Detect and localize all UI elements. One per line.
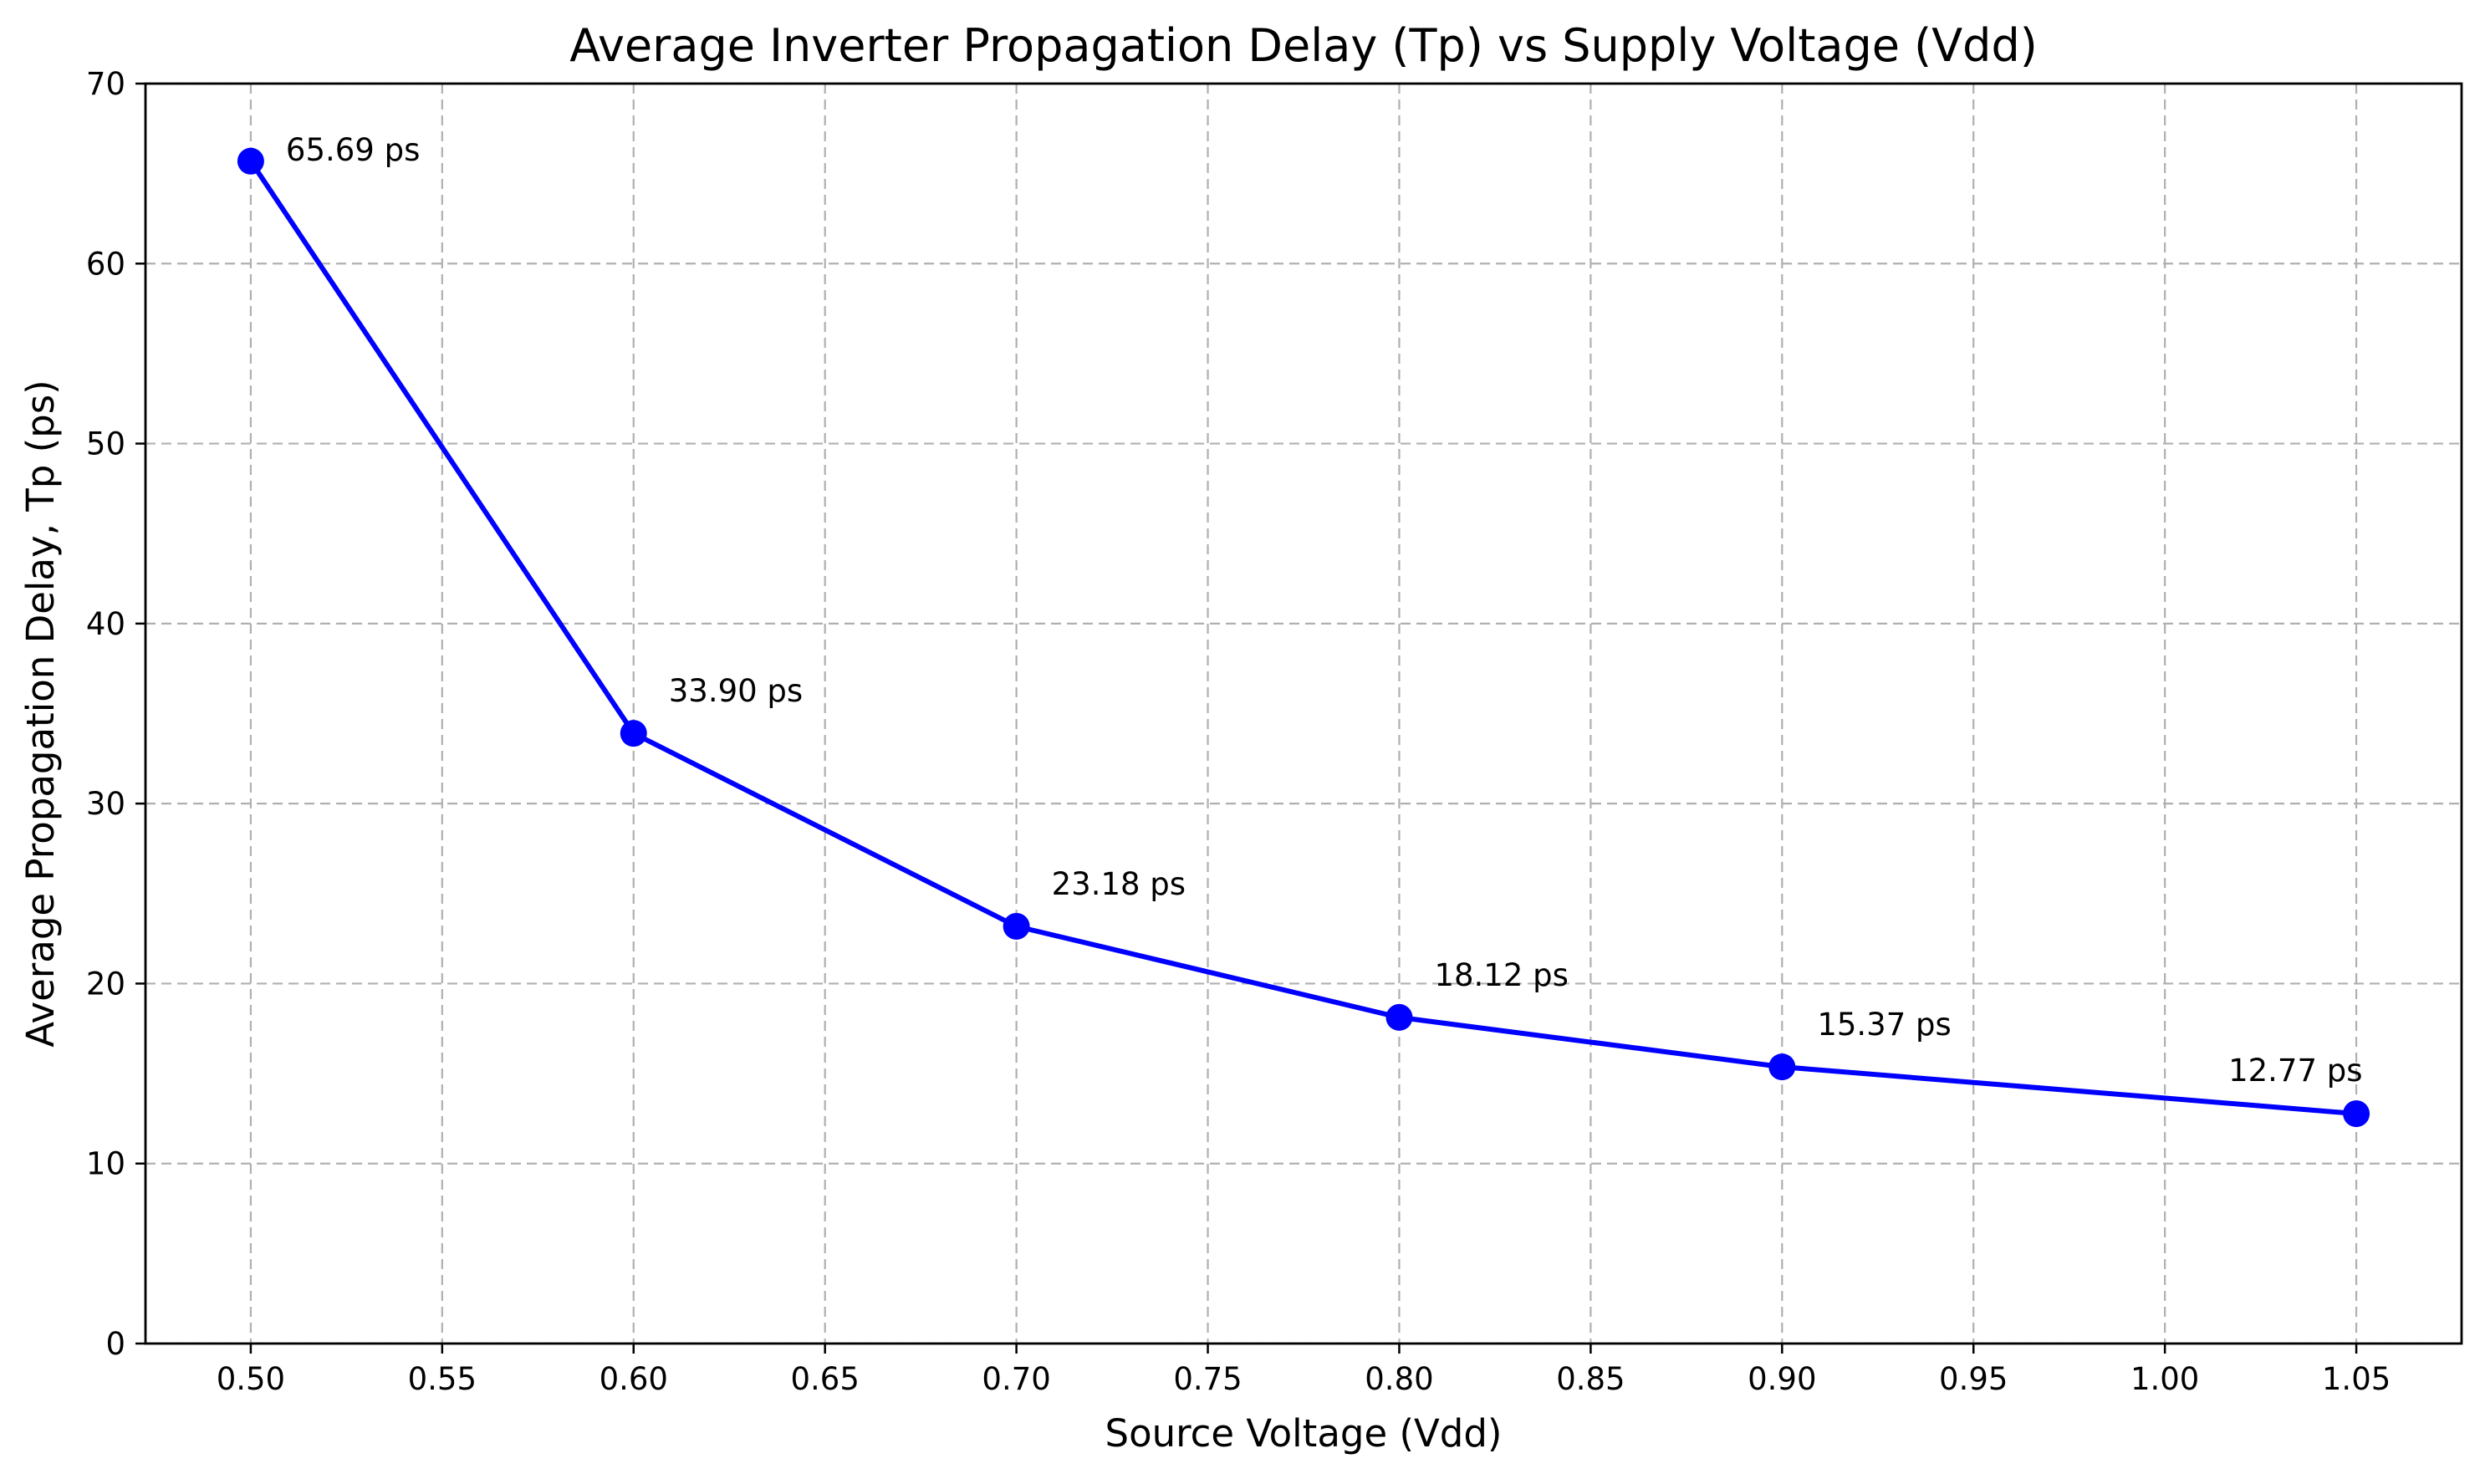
y-tick-label: 10 [86,1146,125,1182]
data-point-marker [1003,912,1030,940]
x-tick-label: 0.75 [1173,1361,1242,1397]
series-line [247,158,2360,1117]
data-point-marker [1768,1053,1796,1081]
x-tick-label: 0.70 [982,1361,1050,1397]
y-axis-label: Average Propagation Delay, Tp (ps) [18,380,63,1047]
x-axis-label: Source Voltage (Vdd) [1105,1411,1503,1456]
data-label: 18.12 ps [1434,957,1568,993]
data-point-marker [1385,1003,1413,1031]
x-tick-label: 0.85 [1556,1361,1625,1397]
x-tick-label: 0.60 [600,1361,668,1397]
y-tick-label: 40 [86,606,125,642]
x-tick-label: 0.95 [1939,1361,2008,1397]
tick-layer: 0.50 0.55 0.60 0.65 0.70 0.75 0.80 0.85 0.90 0.95… [86,66,2391,1397]
annotation-layer: 65.69 ps 33.90 ps 23.18 ps 18.12 ps 15.37 ps… [286,132,2363,1089]
data-label: 12.77 ps [2228,1053,2362,1089]
y-tick-label: 70 [86,66,125,102]
x-tick-label: 0.90 [1748,1361,1816,1397]
data-label: 65.69 ps [286,132,420,168]
data-label: 33.90 ps [669,673,803,709]
x-tick-label: 0.65 [790,1361,859,1397]
axes-frame [144,82,2463,1345]
y-tick-label: 30 [86,786,125,822]
data-label: 15.37 ps [1817,1007,1951,1043]
data-point-marker [2343,1100,2370,1128]
data-point-marker [237,147,264,175]
x-tick-label: 1.05 [2322,1361,2391,1397]
x-tick-label: 0.80 [1365,1361,1433,1397]
series-layer [237,147,2370,1128]
y-tick-label: 50 [86,426,125,462]
chart-title: Average Inverter Propagation Delay (Tp) … [569,19,2038,72]
x-tick-label: 1.00 [2130,1361,2199,1397]
x-tick-label: 0.50 [217,1361,285,1397]
data-point-marker [620,720,647,747]
data-label: 23.18 ps [1052,866,1186,902]
x-tick-label: 0.55 [408,1361,477,1397]
y-tick-label: 60 [86,246,125,282]
y-tick-label: 0 [105,1326,125,1362]
y-tick-label: 20 [86,966,125,1002]
